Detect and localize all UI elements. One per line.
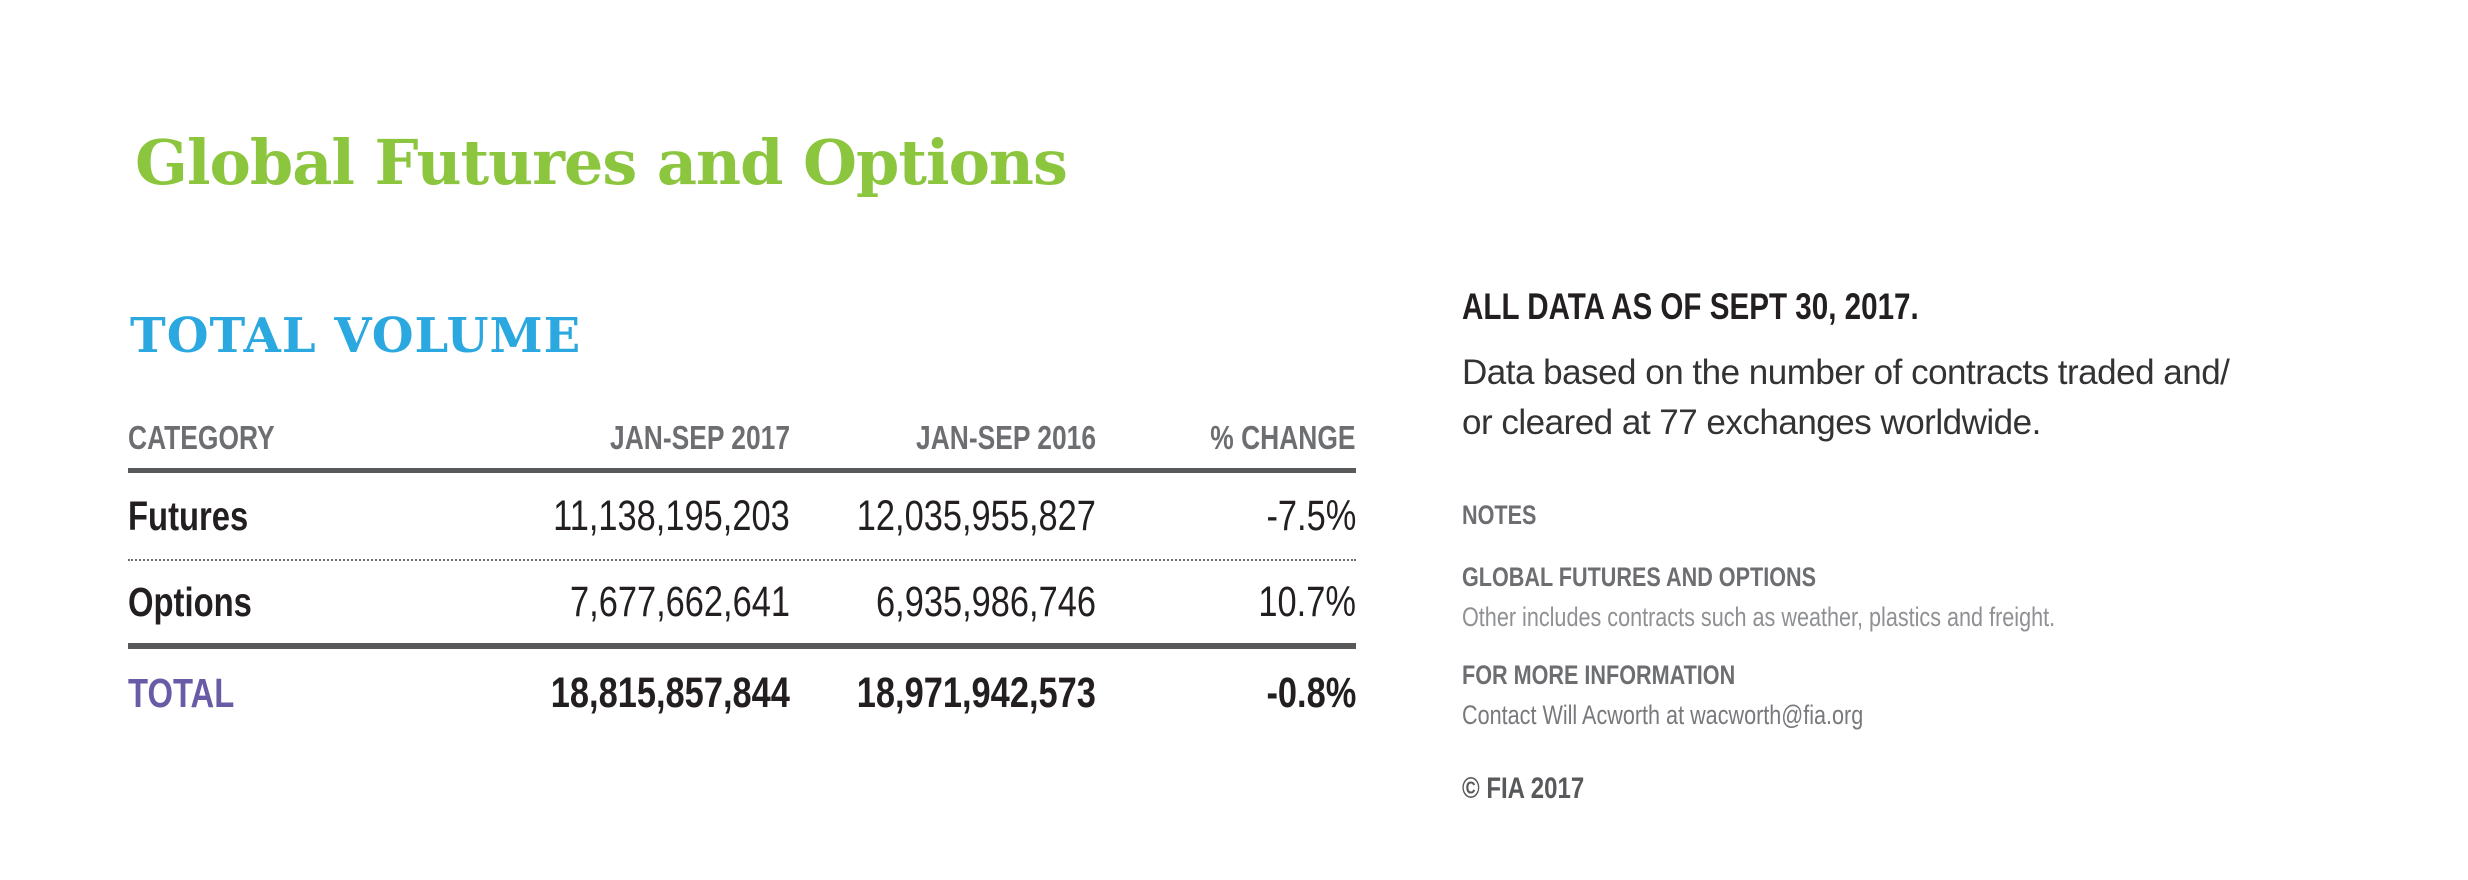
data-description-line-1: Data based on the number of contracts tr… bbox=[1462, 353, 2230, 392]
value-2017: 11,138,195,203 bbox=[553, 491, 790, 540]
column-header-pct-change: % CHANGE bbox=[1210, 419, 1356, 456]
value-pct-change: 10.7% bbox=[1258, 577, 1356, 626]
column-header-category: CATEGORY bbox=[128, 419, 275, 456]
total-value-2016: 18,971,942,573 bbox=[856, 668, 1096, 717]
table-row-futures: Futures 11,138,195,203 12,035,955,827 -7… bbox=[128, 473, 1356, 561]
table-row-options: Options 7,677,662,641 6,935,986,746 10.7… bbox=[128, 561, 1356, 649]
total-volume-table: CATEGORY JAN-SEP 2017 JAN-SEP 2016 % CHA… bbox=[128, 418, 1356, 737]
total-value-2017: 18,815,857,844 bbox=[550, 668, 790, 717]
section-heading-total-volume: TOTAL VOLUME bbox=[130, 308, 582, 364]
copyright-line: © FIA 2017 bbox=[1462, 772, 1585, 805]
row-label: Options bbox=[128, 578, 252, 625]
table-row-total: TOTAL 18,815,857,844 18,971,942,573 -0.8… bbox=[128, 649, 1356, 737]
value-2016: 12,035,955,827 bbox=[856, 491, 1096, 540]
data-as-of-line: ALL DATA AS OF SEPT 30, 2017. bbox=[1462, 286, 1919, 327]
value-2017: 7,677,662,641 bbox=[570, 577, 790, 626]
page-title: Global Futures and Options bbox=[135, 126, 1068, 199]
notes-label: NOTES bbox=[1462, 500, 1537, 530]
more-info-contact: Contact Will Acworth at wacworth@fia.org bbox=[1462, 700, 1864, 730]
row-label: Futures bbox=[128, 492, 249, 539]
value-2016: 6,935,986,746 bbox=[876, 577, 1096, 626]
column-header-jan-sep-2017: JAN-SEP 2017 bbox=[609, 419, 790, 456]
column-header-jan-sep-2016: JAN-SEP 2016 bbox=[915, 419, 1096, 456]
table-header-row: CATEGORY JAN-SEP 2017 JAN-SEP 2016 % CHA… bbox=[128, 418, 1356, 473]
value-pct-change: -7.5% bbox=[1266, 491, 1356, 540]
total-pct-change: -0.8% bbox=[1266, 668, 1356, 717]
more-info-heading: FOR MORE INFORMATION bbox=[1462, 660, 1736, 690]
data-description-line-2: or cleared at 77 exchanges worldwide. bbox=[1462, 403, 2041, 442]
total-label: TOTAL bbox=[128, 669, 235, 716]
note-body: Other includes contracts such as weather… bbox=[1462, 602, 2056, 632]
data-description: Data based on the number of contracts tr… bbox=[1462, 348, 2230, 448]
note-heading-global-futures-options: GLOBAL FUTURES AND OPTIONS bbox=[1462, 562, 1817, 592]
